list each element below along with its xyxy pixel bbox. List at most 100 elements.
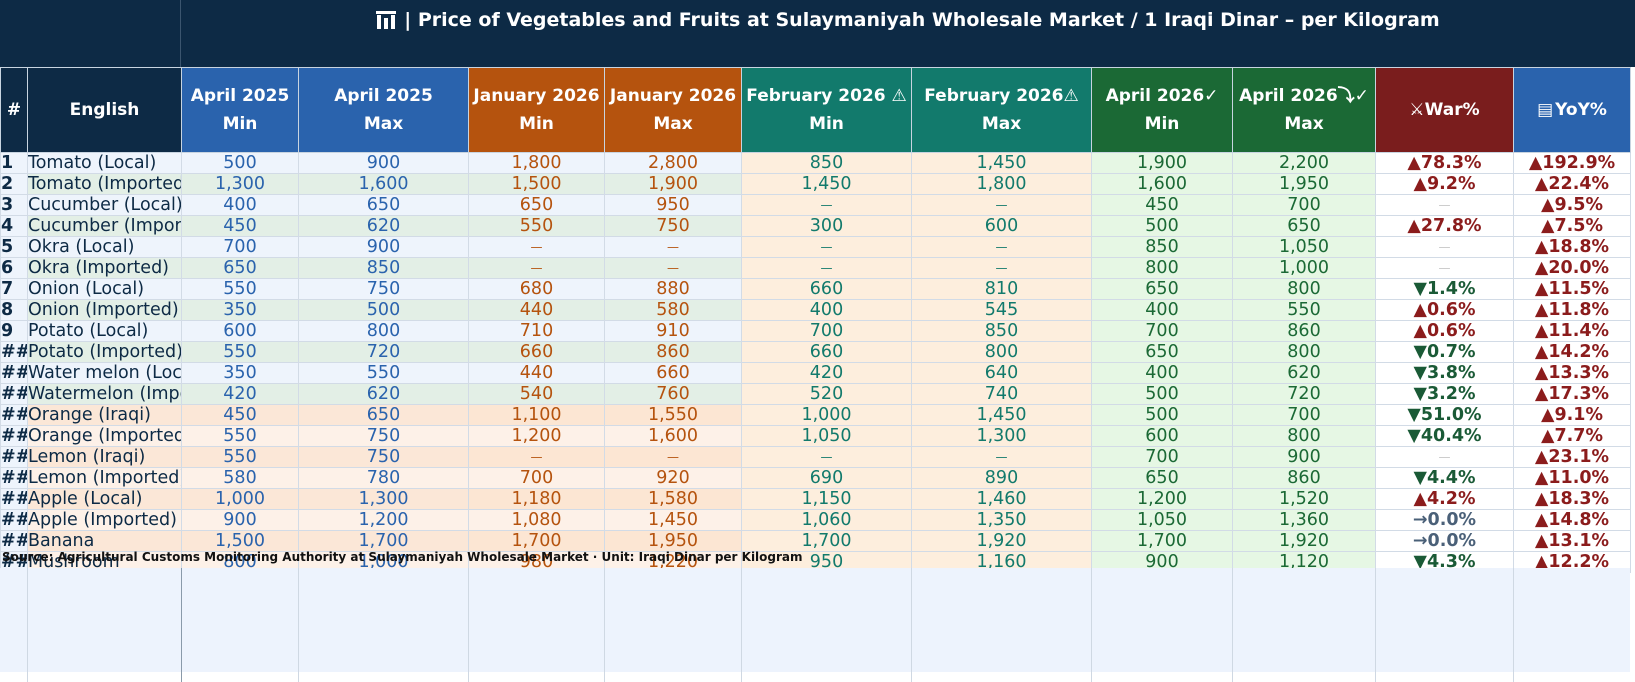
price-cell-apr2025-max[interactable]: 620: [298, 215, 469, 237]
row-index-cell[interactable]: 7: [0, 278, 28, 300]
war-pct-cell[interactable]: ▼4.4%: [1375, 467, 1514, 489]
price-cell-apr2025-max[interactable]: 1,700: [298, 530, 469, 552]
price-cell-apr2025-max[interactable]: 800: [298, 320, 469, 342]
war-pct-cell[interactable]: ▲27.8%: [1375, 215, 1514, 237]
header-yoy-pct[interactable]: ▤ YoY%: [1513, 67, 1631, 153]
row-index-cell[interactable]: ##: [0, 488, 28, 510]
row-index-cell[interactable]: 9: [0, 320, 28, 342]
price-cell-jan2026-min[interactable]: —: [468, 446, 605, 468]
price-cell-feb2026-max[interactable]: —: [911, 194, 1092, 216]
price-cell-apr2026-min[interactable]: 1,200: [1091, 488, 1233, 510]
price-cell-feb2026-min[interactable]: 1,150: [741, 488, 912, 510]
price-cell-apr2026-min[interactable]: 1,700: [1091, 530, 1233, 552]
price-cell-jan2026-min[interactable]: 1,100: [468, 404, 605, 426]
price-cell-jan2026-min[interactable]: 1,080: [468, 509, 605, 531]
price-cell-feb2026-min[interactable]: —: [741, 257, 912, 279]
price-cell-jan2026-min[interactable]: 660: [468, 341, 605, 363]
price-cell-jan2026-max[interactable]: 1,220: [604, 551, 742, 573]
header-feb2026-max[interactable]: February 2026⚠ Max: [911, 67, 1092, 153]
yoy-pct-cell[interactable]: ▲23.1%: [1513, 446, 1631, 468]
price-cell-feb2026-max[interactable]: 1,460: [911, 488, 1092, 510]
price-cell-apr2025-max[interactable]: 1,200: [298, 509, 469, 531]
price-cell-apr2026-max[interactable]: 860: [1232, 320, 1376, 342]
price-cell-apr2026-min[interactable]: 650: [1091, 467, 1233, 489]
price-cell-jan2026-max[interactable]: 1,580: [604, 488, 742, 510]
price-cell-jan2026-min[interactable]: 550: [468, 215, 605, 237]
yoy-pct-cell[interactable]: ▲192.9%: [1513, 152, 1631, 174]
price-cell-apr2025-max[interactable]: 650: [298, 404, 469, 426]
price-cell-apr2025-min[interactable]: 1,000: [181, 488, 299, 510]
war-pct-cell[interactable]: ▲0.6%: [1375, 299, 1514, 321]
product-name-cell[interactable]: Watermelon (Imported): [27, 383, 182, 405]
price-cell-apr2026-min[interactable]: 450: [1091, 194, 1233, 216]
price-cell-jan2026-min[interactable]: 980: [468, 551, 605, 573]
price-cell-apr2026-max[interactable]: 650: [1232, 215, 1376, 237]
price-cell-apr2025-max[interactable]: 650: [298, 194, 469, 216]
war-pct-cell[interactable]: —: [1375, 194, 1514, 216]
price-cell-apr2025-max[interactable]: 900: [298, 236, 469, 258]
war-pct-cell[interactable]: ▲9.2%: [1375, 173, 1514, 195]
price-cell-apr2025-max[interactable]: 750: [298, 425, 469, 447]
product-name-cell[interactable]: Apple (Local): [27, 488, 182, 510]
price-cell-apr2026-min[interactable]: 1,050: [1091, 509, 1233, 531]
price-cell-feb2026-max[interactable]: 600: [911, 215, 1092, 237]
war-pct-cell[interactable]: —: [1375, 236, 1514, 258]
price-cell-jan2026-max[interactable]: 880: [604, 278, 742, 300]
yoy-pct-cell[interactable]: ▲11.5%: [1513, 278, 1631, 300]
yoy-pct-cell[interactable]: ▲11.8%: [1513, 299, 1631, 321]
price-cell-feb2026-max[interactable]: 640: [911, 362, 1092, 384]
product-name-cell[interactable]: Onion (Local): [27, 278, 182, 300]
price-cell-feb2026-min[interactable]: 690: [741, 467, 912, 489]
yoy-pct-cell[interactable]: ▲9.5%: [1513, 194, 1631, 216]
price-cell-apr2025-min[interactable]: 900: [181, 509, 299, 531]
price-cell-apr2026-min[interactable]: 850: [1091, 236, 1233, 258]
product-name-cell[interactable]: Potato (Imported): [27, 341, 182, 363]
price-cell-apr2026-max[interactable]: 720: [1232, 383, 1376, 405]
price-cell-feb2026-max[interactable]: 1,800: [911, 173, 1092, 195]
price-cell-apr2025-min[interactable]: 550: [181, 425, 299, 447]
product-name-cell[interactable]: Potato (Local): [27, 320, 182, 342]
war-pct-cell[interactable]: ▼40.4%: [1375, 425, 1514, 447]
yoy-pct-cell[interactable]: ▲11.4%: [1513, 320, 1631, 342]
header-apr2026-min[interactable]: April 2026✓ Min: [1091, 67, 1233, 153]
price-cell-apr2025-max[interactable]: 1,600: [298, 173, 469, 195]
price-cell-apr2026-max[interactable]: 700: [1232, 194, 1376, 216]
product-name-cell[interactable]: Water melon (Local): [27, 362, 182, 384]
price-cell-apr2026-min[interactable]: 400: [1091, 362, 1233, 384]
price-cell-jan2026-min[interactable]: 1,500: [468, 173, 605, 195]
price-cell-apr2026-max[interactable]: 620: [1232, 362, 1376, 384]
price-cell-apr2026-max[interactable]: 1,950: [1232, 173, 1376, 195]
price-cell-apr2025-max[interactable]: 750: [298, 446, 469, 468]
price-cell-jan2026-max[interactable]: 580: [604, 299, 742, 321]
price-cell-jan2026-max[interactable]: 750: [604, 215, 742, 237]
price-cell-jan2026-min[interactable]: —: [468, 257, 605, 279]
row-index-cell[interactable]: ##: [0, 467, 28, 489]
price-cell-jan2026-min[interactable]: 1,180: [468, 488, 605, 510]
price-cell-jan2026-min[interactable]: 1,200: [468, 425, 605, 447]
price-cell-feb2026-min[interactable]: 400: [741, 299, 912, 321]
price-cell-jan2026-max[interactable]: 1,950: [604, 530, 742, 552]
product-name-cell[interactable]: Tomato (Imported): [27, 173, 182, 195]
price-cell-apr2025-min[interactable]: 500: [181, 152, 299, 174]
row-index-cell[interactable]: 6: [0, 257, 28, 279]
header-feb2026-min[interactable]: February 2026 ⚠ Min: [741, 67, 912, 153]
war-pct-cell[interactable]: →0.0%: [1375, 530, 1514, 552]
price-cell-apr2026-min[interactable]: 650: [1091, 278, 1233, 300]
price-cell-apr2026-min[interactable]: 700: [1091, 446, 1233, 468]
price-cell-apr2025-min[interactable]: 650: [181, 257, 299, 279]
war-pct-cell[interactable]: ▼4.3%: [1375, 551, 1514, 573]
price-cell-apr2026-max[interactable]: 800: [1232, 278, 1376, 300]
header-english[interactable]: English: [27, 67, 182, 153]
price-cell-apr2025-min[interactable]: 1,500: [181, 530, 299, 552]
price-cell-apr2025-max[interactable]: 850: [298, 257, 469, 279]
price-cell-apr2026-min[interactable]: 1,900: [1091, 152, 1233, 174]
price-cell-apr2025-max[interactable]: 900: [298, 152, 469, 174]
price-cell-apr2025-min[interactable]: 550: [181, 278, 299, 300]
row-index-cell[interactable]: 2: [0, 173, 28, 195]
header-jan2026-min[interactable]: January 2026 Min: [468, 67, 605, 153]
price-cell-jan2026-max[interactable]: 2,800: [604, 152, 742, 174]
price-cell-feb2026-min[interactable]: 1,000: [741, 404, 912, 426]
price-cell-feb2026-max[interactable]: 1,920: [911, 530, 1092, 552]
price-cell-apr2025-min[interactable]: 350: [181, 299, 299, 321]
price-cell-feb2026-max[interactable]: —: [911, 236, 1092, 258]
